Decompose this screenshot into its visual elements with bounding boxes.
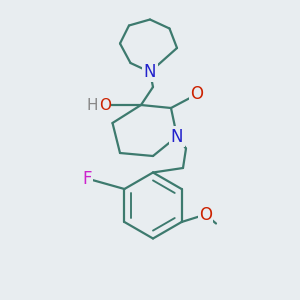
- Text: F: F: [82, 169, 92, 188]
- Text: O: O: [199, 206, 212, 224]
- Text: H: H: [86, 98, 98, 112]
- Text: N: N: [144, 63, 156, 81]
- Text: O: O: [99, 98, 111, 112]
- Text: O: O: [190, 85, 203, 103]
- Text: N: N: [171, 128, 183, 146]
